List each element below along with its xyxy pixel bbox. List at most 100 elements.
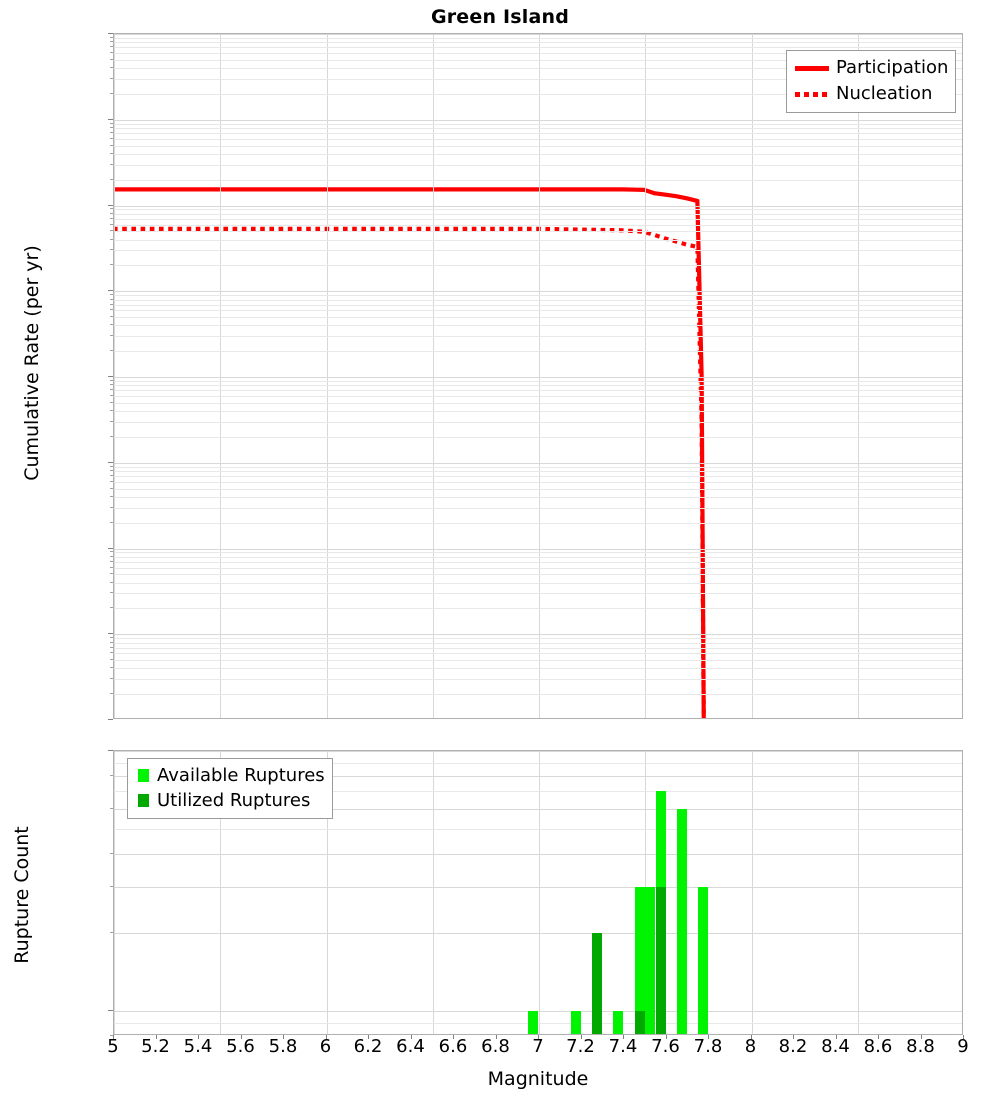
y-minor-tick-mark	[110, 693, 113, 695]
y-minor-tick-mark	[110, 137, 113, 139]
y-minor-tick-mark	[110, 487, 113, 489]
x-tick-label: 9	[957, 1036, 969, 1057]
gridline-horizontal-minor	[114, 402, 962, 404]
y-minor-tick-mark	[110, 410, 113, 412]
gridline-horizontal-major	[114, 377, 962, 378]
solid-line-icon	[794, 65, 830, 71]
gridline-horizontal-minor	[114, 762, 962, 764]
gridline-horizontal-major	[114, 808, 962, 810]
y-minor-tick-mark	[110, 641, 113, 643]
histogram-bar	[634, 886, 645, 1034]
x-tick-mark	[580, 1035, 582, 1039]
gridline-horizontal-minor	[114, 133, 962, 134]
histogram-bar	[570, 1010, 581, 1034]
gridline-vertical	[432, 751, 434, 1034]
y-minor-tick-mark	[110, 324, 113, 326]
x-tick-mark	[538, 1035, 539, 1039]
gridline-horizontal-minor	[114, 552, 962, 554]
y-minor-tick-mark	[110, 132, 113, 133]
gridline-horizontal-minor	[114, 653, 962, 655]
gridline-horizontal-minor	[114, 179, 962, 181]
cumulative-rate-plot	[113, 33, 963, 719]
y-minor-tick-mark	[110, 298, 113, 300]
gridline-vertical	[539, 751, 540, 1034]
y-minor-tick-mark	[110, 223, 113, 225]
x-tick-mark	[240, 1035, 242, 1039]
x-tick-label: 6.6	[438, 1036, 468, 1057]
x-tick-mark	[963, 1035, 964, 1039]
histogram-bar	[528, 1010, 539, 1034]
x-tick-label: 7.4	[608, 1036, 638, 1057]
y-minor-tick-mark	[110, 36, 113, 38]
bottom-panel-y-axis-label: Rupture Count	[11, 826, 33, 964]
gridline-horizontal-minor	[114, 37, 962, 39]
gridline-horizontal-minor	[114, 476, 962, 477]
gridline-horizontal-minor	[114, 574, 962, 576]
x-tick-mark	[920, 1035, 922, 1039]
y-minor-tick-mark	[110, 350, 113, 352]
y-minor-tick-mark	[110, 303, 113, 305]
gridline-horizontal-minor	[114, 53, 962, 54]
y-minor-tick-mark	[110, 401, 113, 403]
gridline-horizontal-minor	[114, 471, 962, 473]
y-minor-tick-mark	[110, 389, 113, 391]
gridline-horizontal-minor	[114, 304, 962, 306]
gridline-horizontal-major	[114, 854, 962, 856]
x-tick-label: 5.8	[268, 1036, 298, 1057]
gridline-horizontal-minor	[114, 481, 962, 483]
legend-label-utilized-ruptures: Utilized Ruptures	[157, 789, 311, 811]
histogram-bar	[634, 1010, 645, 1034]
histogram-bar	[677, 808, 688, 1034]
gridline-horizontal-minor	[114, 668, 962, 670]
gridline-horizontal-minor	[114, 145, 962, 147]
x-tick-mark	[708, 1035, 709, 1039]
gridline-horizontal-minor	[114, 436, 962, 438]
gridline-horizontal-minor	[114, 582, 962, 584]
y-tick-mark	[108, 547, 113, 549]
gridline-vertical	[114, 751, 115, 1034]
y-tick-mark	[108, 376, 113, 377]
gridline-horizontal-minor	[114, 385, 962, 387]
gridline-horizontal-minor	[114, 421, 962, 423]
top-panel-legend: Participation Nucleation	[786, 50, 957, 113]
y-minor-tick-mark	[110, 178, 113, 180]
legend-label-participation: Participation	[836, 57, 949, 78]
curve-nucleation	[114, 226, 706, 718]
gridline-horizontal-minor	[114, 679, 962, 681]
gridline-horizontal-minor	[114, 153, 962, 155]
y-tick-mark	[108, 719, 113, 720]
y-tick-mark	[108, 633, 113, 635]
gridline-vertical	[220, 34, 222, 718]
gridline-horizontal-minor	[114, 295, 962, 297]
y-minor-tick-mark	[110, 646, 113, 648]
x-tick-label: 8.4	[821, 1036, 850, 1057]
gridline-vertical	[751, 751, 753, 1034]
gridline-horizontal-minor	[114, 351, 962, 353]
y-tick-mark	[108, 1009, 113, 1011]
x-tick-mark	[368, 1035, 369, 1039]
y-minor-tick-mark	[110, 775, 113, 777]
y-minor-tick-mark	[110, 58, 113, 60]
gridline-horizontal-minor	[114, 507, 962, 509]
gridline-horizontal-minor	[114, 317, 962, 319]
y-minor-tick-mark	[110, 379, 113, 381]
x-tick-mark	[665, 1035, 667, 1039]
gridline-horizontal-minor	[114, 218, 962, 220]
gridline-horizontal-minor	[114, 380, 962, 382]
gridline-vertical	[645, 34, 647, 718]
y-minor-tick-mark	[110, 555, 113, 557]
gridline-vertical	[857, 751, 859, 1034]
gridline-horizontal-major	[114, 776, 962, 778]
gridline-horizontal-major	[114, 291, 962, 293]
gridline-horizontal-minor	[114, 829, 962, 831]
x-tick-label: 8	[744, 1036, 757, 1057]
x-tick-mark	[793, 1035, 794, 1039]
gridline-horizontal-minor	[114, 68, 962, 70]
y-minor-tick-mark	[110, 637, 113, 639]
x-tick-label: 6.2	[353, 1036, 383, 1057]
gridline-horizontal-minor	[114, 336, 962, 338]
y-minor-tick-mark	[110, 122, 113, 124]
y-tick-mark	[108, 33, 113, 34]
x-tick-mark	[623, 1035, 624, 1039]
